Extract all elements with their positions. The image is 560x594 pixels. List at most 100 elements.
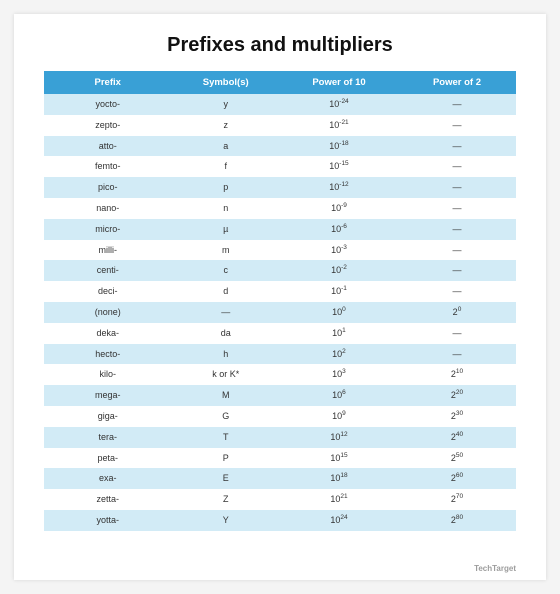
table-row: pico-p10-12— <box>44 177 516 198</box>
table-body: yocto-y10-24—zepto-z10-21—atto-a10-18—fe… <box>44 94 516 531</box>
table-row: tera-T1012240 <box>44 427 516 448</box>
table-row: nano-n10-9— <box>44 198 516 219</box>
cell-prefix: milli- <box>44 240 171 261</box>
table-row: exa-E1018260 <box>44 468 516 489</box>
cell-prefix: micro- <box>44 219 171 240</box>
cell-power-2: 20 <box>398 302 516 323</box>
cell-symbol: d <box>171 281 280 302</box>
cell-power-2: — <box>398 240 516 261</box>
column-header: Symbol(s) <box>171 71 280 94</box>
cell-power-2: — <box>398 115 516 136</box>
cell-power-2: — <box>398 136 516 157</box>
cell-power-2: — <box>398 219 516 240</box>
cell-symbol: Y <box>171 510 280 531</box>
cell-symbol: c <box>171 260 280 281</box>
cell-power-10: 1021 <box>280 489 398 510</box>
cell-power-10: 10-2 <box>280 260 398 281</box>
cell-prefix: zepto- <box>44 115 171 136</box>
cell-power-10: 10-18 <box>280 136 398 157</box>
cell-power-10: 1012 <box>280 427 398 448</box>
cell-power-2: — <box>398 281 516 302</box>
cell-prefix: zetta- <box>44 489 171 510</box>
cell-symbol: k or K* <box>171 364 280 385</box>
cell-prefix: femto- <box>44 156 171 177</box>
cell-power-10: 109 <box>280 406 398 427</box>
cell-symbol: h <box>171 344 280 365</box>
table-row: (none)—10020 <box>44 302 516 323</box>
table-row: yotta-Y1024280 <box>44 510 516 531</box>
cell-symbol: y <box>171 94 280 115</box>
column-header: Power of 2 <box>398 71 516 94</box>
footer-brand: TechTarget <box>474 565 516 574</box>
table-row: kilo-k or K*103210 <box>44 364 516 385</box>
page: Prefixes and multipliers PrefixSymbol(s)… <box>0 0 560 594</box>
table-row: hecto-h102— <box>44 344 516 365</box>
cell-symbol: p <box>171 177 280 198</box>
cell-power-10: 102 <box>280 344 398 365</box>
table-row: yocto-y10-24— <box>44 94 516 115</box>
table-row: deka-da101— <box>44 323 516 344</box>
cell-symbol: a <box>171 136 280 157</box>
cell-power-2: 270 <box>398 489 516 510</box>
cell-power-2: — <box>398 156 516 177</box>
cell-prefix: exa- <box>44 468 171 489</box>
cell-prefix: nano- <box>44 198 171 219</box>
cell-power-10: 10-15 <box>280 156 398 177</box>
cell-symbol: f <box>171 156 280 177</box>
table-row: zepto-z10-21— <box>44 115 516 136</box>
cell-power-2: 210 <box>398 364 516 385</box>
cell-power-10: 101 <box>280 323 398 344</box>
table-row: peta-P1015250 <box>44 448 516 469</box>
table-row: femto-f10-15— <box>44 156 516 177</box>
cell-symbol: P <box>171 448 280 469</box>
cell-power-10: 10-24 <box>280 94 398 115</box>
table-head: PrefixSymbol(s)Power of 10Power of 2 <box>44 71 516 94</box>
cell-power-10: 10-1 <box>280 281 398 302</box>
cell-power-10: 1024 <box>280 510 398 531</box>
cell-prefix: kilo- <box>44 364 171 385</box>
table-row: micro-µ10-6— <box>44 219 516 240</box>
cell-symbol: T <box>171 427 280 448</box>
cell-power-2: — <box>398 198 516 219</box>
cell-symbol: Z <box>171 489 280 510</box>
cell-power-2: 250 <box>398 448 516 469</box>
cell-symbol: M <box>171 385 280 406</box>
cell-prefix: yocto- <box>44 94 171 115</box>
cell-power-2: 220 <box>398 385 516 406</box>
cell-prefix: centi- <box>44 260 171 281</box>
cell-power-10: 10-12 <box>280 177 398 198</box>
cell-power-10: 1015 <box>280 448 398 469</box>
table-row: centi-c10-2— <box>44 260 516 281</box>
cell-power-10: 10-21 <box>280 115 398 136</box>
cell-prefix: deci- <box>44 281 171 302</box>
cell-prefix: (none) <box>44 302 171 323</box>
footer: TechTarget <box>44 565 516 574</box>
table-row: deci-d10-1— <box>44 281 516 302</box>
cell-symbol: z <box>171 115 280 136</box>
page-title: Prefixes and multipliers <box>44 34 516 57</box>
cell-prefix: giga- <box>44 406 171 427</box>
cell-symbol: m <box>171 240 280 261</box>
cell-power-10: 106 <box>280 385 398 406</box>
table-row: zetta-Z1021270 <box>44 489 516 510</box>
cell-power-10: 10-6 <box>280 219 398 240</box>
cell-power-2: 260 <box>398 468 516 489</box>
table-row: milli-m10-3— <box>44 240 516 261</box>
cell-symbol: G <box>171 406 280 427</box>
cell-symbol: µ <box>171 219 280 240</box>
cell-power-10: 100 <box>280 302 398 323</box>
cell-power-10: 10-9 <box>280 198 398 219</box>
table-header-row: PrefixSymbol(s)Power of 10Power of 2 <box>44 71 516 94</box>
cell-prefix: yotta- <box>44 510 171 531</box>
cell-power-2: 280 <box>398 510 516 531</box>
footer-brand-name: TechTarget <box>474 565 516 574</box>
cell-symbol: n <box>171 198 280 219</box>
cell-power-10: 103 <box>280 364 398 385</box>
cell-power-2: — <box>398 323 516 344</box>
cell-power-2: — <box>398 94 516 115</box>
cell-power-2: — <box>398 344 516 365</box>
cell-symbol: — <box>171 302 280 323</box>
table-row: atto-a10-18— <box>44 136 516 157</box>
cell-prefix: tera- <box>44 427 171 448</box>
cell-prefix: hecto- <box>44 344 171 365</box>
